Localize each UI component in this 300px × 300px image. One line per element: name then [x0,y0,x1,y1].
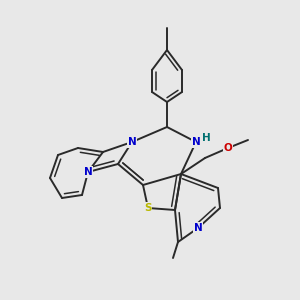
Text: N: N [84,167,92,177]
Text: O: O [224,143,232,153]
Text: N: N [128,137,136,147]
Text: N: N [194,223,202,233]
Text: N: N [192,137,200,147]
Text: H: H [202,133,211,142]
Text: S: S [144,203,152,213]
